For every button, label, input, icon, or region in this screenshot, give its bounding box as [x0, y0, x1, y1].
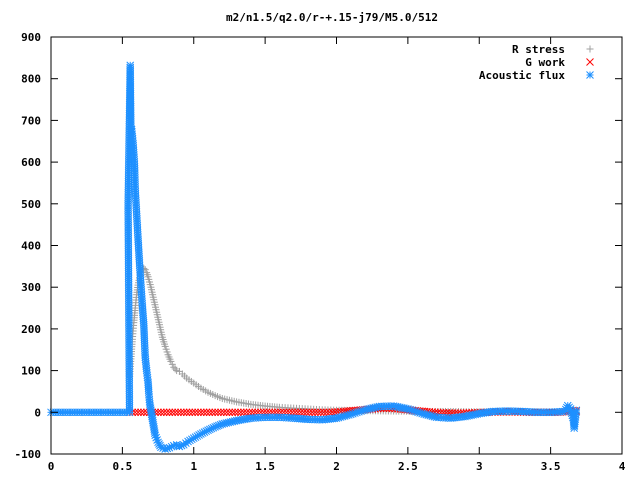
- y-tick-label: -100: [15, 448, 42, 461]
- data-point: [217, 408, 225, 417]
- data-point: [239, 408, 248, 417]
- y-tick-label: 700: [21, 114, 41, 127]
- data-point: [173, 367, 181, 375]
- axes-layer: 0 0.5 1 1.5 2 2.5 3 3.5 4 -100 0 100 200 300 400 500 600…: [15, 31, 626, 473]
- data-point: [168, 408, 177, 417]
- x-tick-label: 1: [190, 460, 197, 473]
- data-point: [228, 408, 237, 417]
- y-tick-label: 200: [21, 323, 41, 336]
- data-point: [208, 408, 217, 417]
- data-point: [194, 408, 202, 417]
- data-point: [174, 408, 182, 417]
- data-point: [197, 408, 205, 417]
- data-point: [165, 408, 174, 417]
- data-point: [245, 408, 254, 417]
- series-layer: [47, 61, 581, 453]
- data-point: [222, 408, 231, 417]
- data-point: [234, 408, 242, 417]
- data-point: [322, 408, 331, 417]
- data-point: [159, 408, 168, 417]
- data-point: [202, 408, 211, 417]
- data-point: [219, 408, 228, 417]
- y-tick-label: 400: [21, 240, 41, 253]
- data-point: [168, 360, 176, 368]
- legend-marker: [586, 71, 594, 79]
- chart-title: m2/n1.5/q2.0/r-+.15-j79/M5.0/512: [226, 11, 438, 24]
- data-point: [296, 408, 305, 417]
- legend-marker: [586, 45, 594, 53]
- x-tick-label: 0.5: [112, 460, 132, 473]
- y-tick-label: 100: [21, 365, 41, 378]
- data-point: [302, 408, 311, 417]
- data-point: [311, 408, 319, 417]
- data-point: [134, 408, 142, 417]
- data-point: [294, 408, 302, 417]
- data-point: [325, 408, 334, 417]
- data-point: [185, 408, 194, 417]
- data-point: [225, 408, 234, 417]
- data-point: [177, 408, 185, 417]
- data-point: [214, 408, 222, 417]
- data-point: [237, 408, 245, 417]
- legend-label: R stress: [512, 43, 565, 56]
- data-point: [205, 408, 214, 417]
- x-tick-label: 2: [333, 460, 340, 473]
- x-tick-label: 2.5: [398, 460, 418, 473]
- data-point: [179, 408, 188, 417]
- x-tick-label: 3.5: [541, 460, 561, 473]
- data-point: [231, 408, 240, 417]
- data-point: [188, 408, 197, 417]
- data-point: [299, 408, 308, 417]
- data-point: [191, 408, 200, 417]
- data-point: [182, 408, 191, 417]
- data-point: [162, 408, 171, 417]
- x-tick-label: 4: [619, 460, 626, 473]
- x-tick-label: 3: [476, 460, 483, 473]
- data-point: [314, 408, 322, 417]
- legend-marker: [586, 58, 594, 66]
- data-point: [242, 408, 251, 417]
- legend-label: G work: [525, 56, 565, 69]
- data-point: [199, 408, 208, 417]
- y-tick-label: 900: [21, 31, 41, 44]
- data-point: [154, 408, 162, 417]
- y-tick-label: 500: [21, 198, 41, 211]
- data-point: [291, 408, 299, 417]
- series-acoustic-flux: [47, 61, 581, 453]
- y-tick-label: 0: [34, 406, 41, 419]
- data-point: [316, 408, 325, 417]
- y-tick-label: 800: [21, 73, 41, 86]
- data-point: [167, 357, 175, 365]
- data-point: [170, 363, 178, 371]
- x-tick-label: 1.5: [255, 460, 275, 473]
- data-point: [137, 408, 145, 417]
- data-point: [157, 408, 165, 417]
- data-point: [319, 408, 328, 417]
- data-point: [171, 408, 180, 417]
- data-point: [328, 408, 337, 416]
- data-point: [211, 408, 220, 417]
- data-point: [139, 408, 148, 417]
- data-point: [572, 406, 581, 415]
- legend-label: Acoustic flux: [479, 69, 565, 82]
- y-tick-label: 300: [21, 281, 41, 294]
- y-tick-label: 600: [21, 156, 41, 169]
- series-r-stress: [126, 264, 580, 416]
- data-point: [308, 408, 317, 417]
- data-point: [171, 365, 179, 373]
- x-tick-label: 0: [48, 460, 55, 473]
- data-point: [305, 408, 314, 417]
